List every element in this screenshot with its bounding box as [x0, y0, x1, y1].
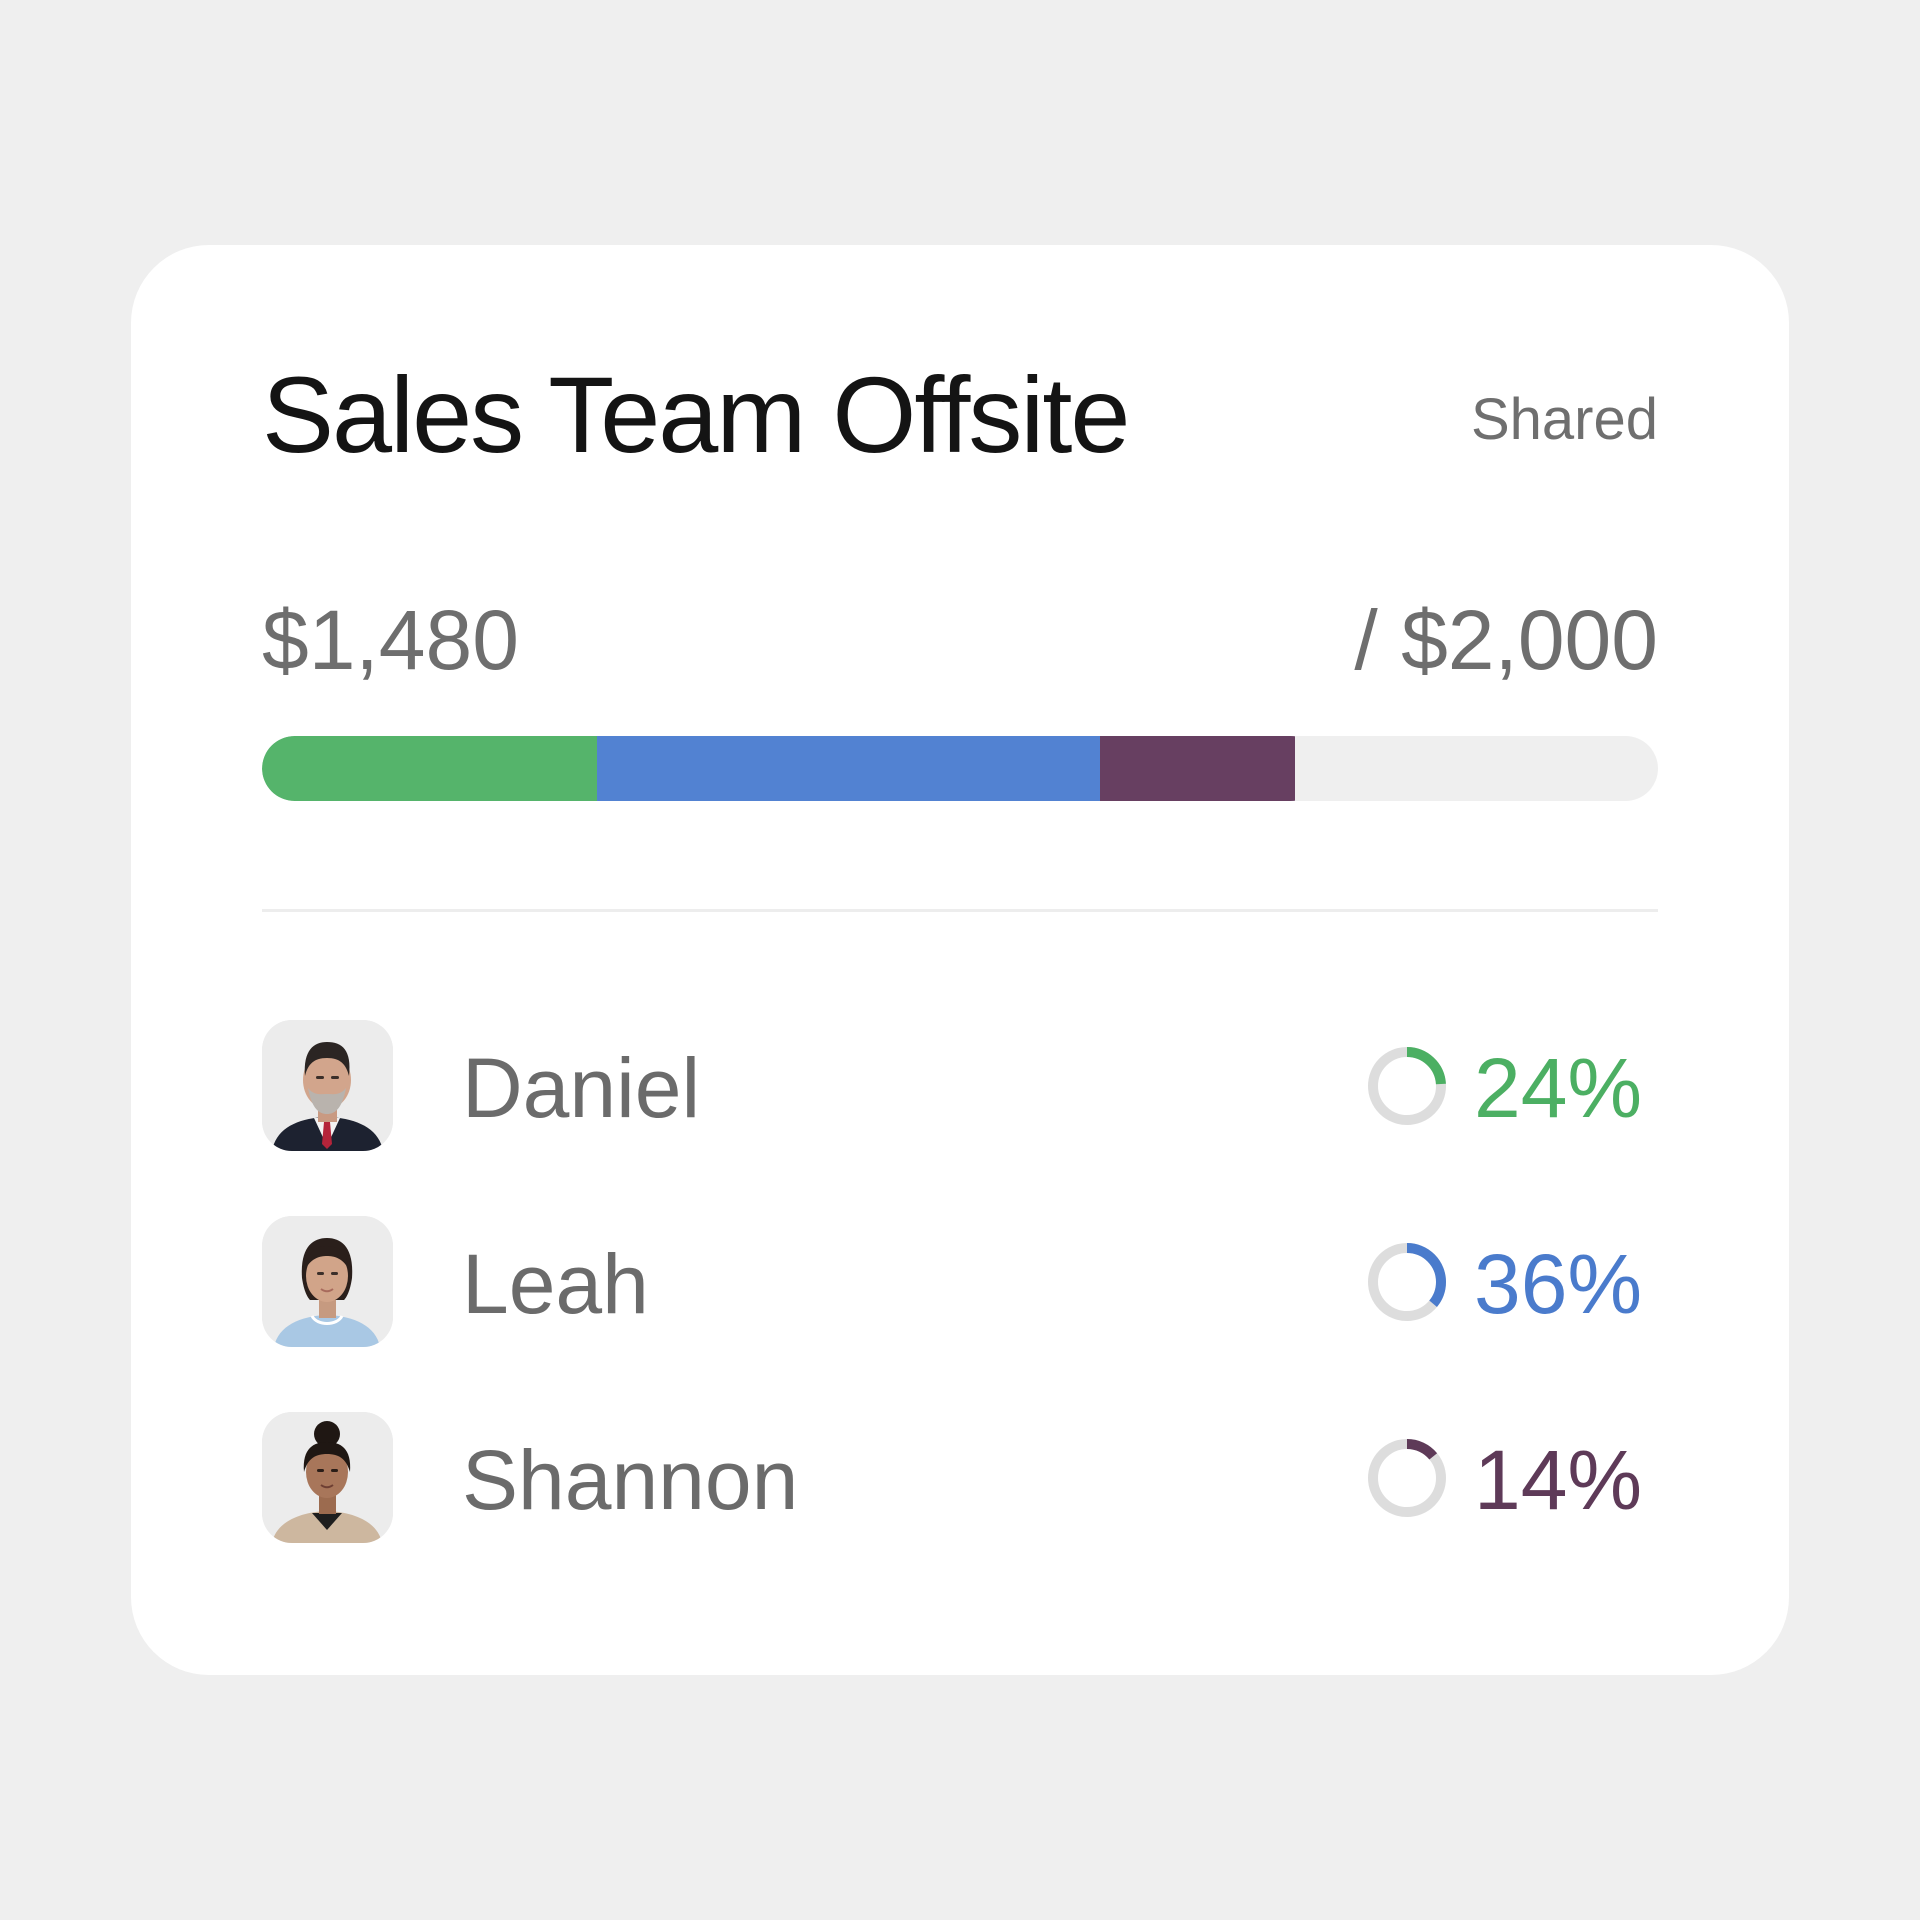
member-name: Leah — [462, 1237, 649, 1331]
budget-card[interactable]: Sales Team Offsite Shared $1,480 / $2,00… — [131, 245, 1789, 1675]
member-row-leah[interactable]: Leah 36% — [262, 1216, 1658, 1348]
woman-portrait-icon — [262, 1216, 393, 1347]
spent-amount: $1,480 — [262, 593, 519, 687]
share-ring-icon — [1367, 1046, 1447, 1126]
card-content: Sales Team Offsite Shared $1,480 / $2,00… — [262, 245, 1658, 1675]
member-row-daniel[interactable]: Daniel 24% — [262, 1020, 1658, 1152]
budget-progress-fill — [262, 736, 1323, 801]
progress-segment-leah — [597, 736, 1100, 801]
share-ring-icon — [1367, 1242, 1447, 1322]
member-share-percent: 36% — [1474, 1237, 1643, 1331]
divider — [262, 909, 1658, 912]
member-share-percent: 14% — [1474, 1433, 1643, 1527]
member-name: Daniel — [462, 1041, 701, 1135]
progress-segment-shannon — [1099, 736, 1296, 801]
woman-portrait-icon — [262, 1412, 393, 1543]
total-budget-amount: / $2,000 — [1354, 593, 1658, 687]
man-portrait-icon — [262, 1020, 393, 1151]
card-title: Sales Team Offsite — [262, 354, 1130, 475]
member-share-percent: 24% — [1474, 1041, 1643, 1135]
sharing-status-label[interactable]: Shared — [1470, 387, 1658, 452]
member-row-shannon[interactable]: Shannon 14% — [262, 1412, 1658, 1544]
progress-segment-daniel — [262, 736, 598, 801]
share-ring-icon — [1367, 1438, 1447, 1518]
member-name: Shannon — [462, 1433, 799, 1527]
budget-progress-bar — [262, 736, 1658, 801]
